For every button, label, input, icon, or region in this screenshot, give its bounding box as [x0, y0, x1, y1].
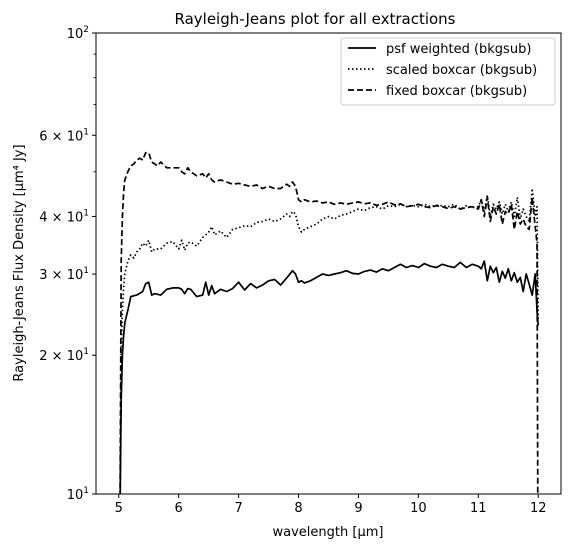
x-tick-label: 11	[470, 501, 487, 516]
y-tick-label: 101	[67, 486, 89, 503]
x-axis-label: wavelength [μm]	[273, 525, 384, 540]
legend-label: psf weighted (bkgsub)	[386, 42, 531, 57]
plot-frame	[95, 32, 562, 495]
series-layer	[119, 151, 540, 494]
y-tick-label: 102	[67, 25, 89, 42]
y-tick-label: 6 × 101	[39, 127, 89, 144]
y-tick-label: 2 × 101	[39, 347, 89, 364]
x-tick-label: 12	[530, 501, 547, 516]
y-axis-label: Rayleigh-Jeans Flux Density [μm⁴ Jy]	[12, 144, 27, 381]
x-tick-label: 8	[294, 501, 302, 516]
x-tick-label: 5	[115, 501, 123, 516]
x-axis: 5 6 7 8 9 10 11 12	[115, 494, 547, 516]
legend-label: fixed boxcar (bkgsub)	[386, 84, 527, 99]
x-tick-label: 10	[410, 501, 427, 516]
x-tick-label: 9	[354, 501, 362, 516]
y-axis: 101 2 × 101 3 × 101 4 × 101 6 × 101 102	[39, 25, 96, 503]
legend-label: scaled boxcar (bkgsub)	[386, 63, 537, 78]
chart-title: Rayleigh-Jeans plot for all extractions	[174, 10, 455, 28]
x-tick-label: 7	[234, 501, 242, 516]
legend: psf weighted (bkgsub) scaled boxcar (bkgs…	[340, 37, 556, 106]
series-line-dashed	[119, 151, 539, 494]
series-line-dotted	[119, 187, 540, 494]
x-tick-label: 6	[175, 501, 183, 516]
series-line-solid	[119, 260, 540, 494]
y-tick-label: 4 × 101	[39, 208, 89, 225]
y-tick-label: 3 × 101	[39, 266, 89, 283]
legend-box	[340, 37, 556, 106]
